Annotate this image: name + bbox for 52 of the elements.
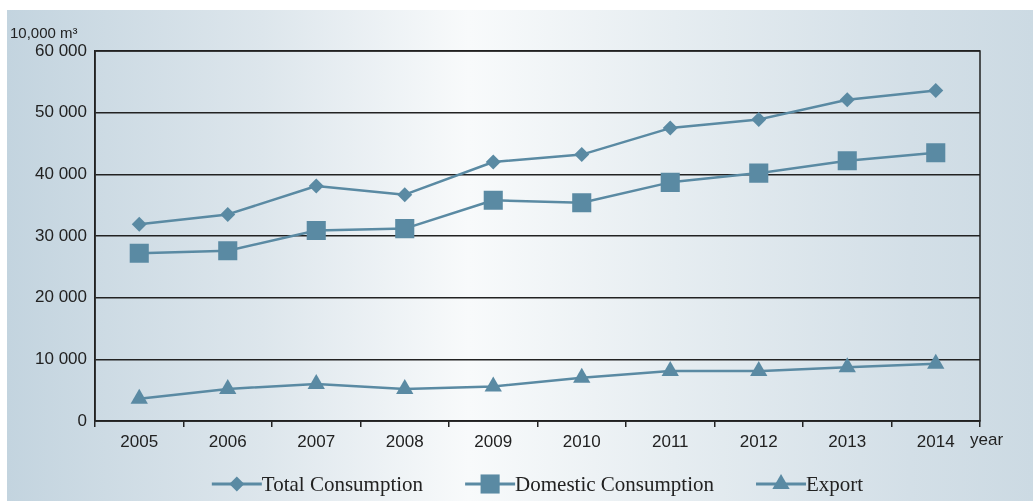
x-tick-label: 2010: [562, 431, 601, 451]
y-tick-label: 0: [77, 410, 87, 430]
point: [661, 361, 679, 377]
y-tick-label: 60 000: [35, 40, 87, 60]
point: [483, 190, 503, 210]
point: [131, 216, 147, 232]
point: [396, 378, 414, 394]
y-axis-title: 10,000 m³: [10, 24, 78, 41]
point: [749, 163, 769, 183]
x-tick-label: 2012: [739, 431, 778, 451]
legend-label: Export: [806, 471, 864, 496]
y-tick-label: 20 000: [35, 287, 87, 307]
point: [485, 154, 501, 170]
point: [660, 172, 680, 192]
point: [397, 187, 413, 203]
point: [307, 374, 325, 389]
x-tick-label: 2011: [651, 431, 689, 451]
point: [838, 357, 856, 373]
point: [395, 219, 415, 239]
x-tick-label: 2007: [297, 431, 336, 451]
x-tick-label: 2005: [120, 431, 159, 451]
point: [662, 120, 678, 136]
point: [573, 367, 591, 383]
point: [574, 147, 590, 163]
y-tick-label: 30 000: [35, 225, 87, 245]
point: [306, 220, 326, 240]
x-tick-label: 2006: [208, 431, 247, 451]
point: [129, 243, 149, 263]
y-tick-label: 50 000: [35, 102, 87, 122]
point: [130, 388, 148, 404]
point: [927, 353, 945, 369]
x-axis-title: year: [970, 429, 1004, 449]
x-tick-label: 2009: [474, 431, 513, 451]
x-tick-label: 2008: [385, 431, 424, 451]
x-tick-label: 2014: [916, 431, 955, 451]
point: [839, 92, 855, 108]
point: [928, 82, 944, 98]
legend-label: Total Consumption: [261, 471, 424, 496]
point: [484, 376, 502, 392]
point: [308, 178, 324, 194]
point: [926, 143, 946, 163]
point: [750, 361, 768, 377]
legend-label: Domestic Consumption: [515, 471, 715, 496]
point: [837, 151, 857, 171]
y-tick-label: 40 000: [35, 164, 87, 184]
point: [220, 206, 236, 222]
x-tick-label: 2013: [828, 431, 867, 451]
y-tick-label: 10 000: [35, 349, 87, 369]
point: [572, 193, 592, 213]
point: [219, 378, 237, 394]
point: [218, 241, 238, 261]
point: [751, 111, 767, 127]
